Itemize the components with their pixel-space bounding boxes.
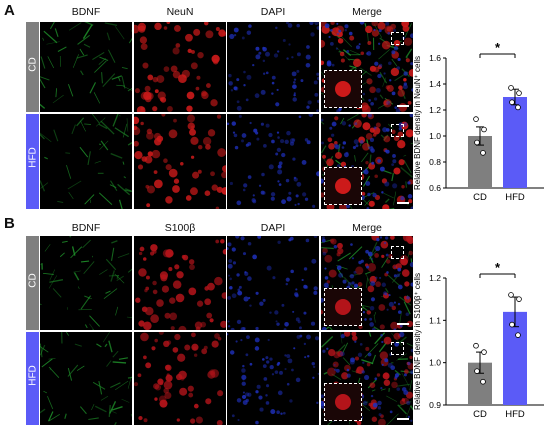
zoom-inset [324, 70, 362, 108]
row-label-cd-a: CD [27, 57, 39, 72]
row-label-cd-b: CD [27, 273, 39, 288]
data-point [516, 90, 522, 96]
row-label-hfd-a: HFD [27, 147, 39, 168]
column-header-bdnf: BDNF [71, 6, 101, 18]
data-point [474, 139, 480, 146]
y-tick-label: 1.2 [429, 105, 441, 115]
data-point [508, 292, 514, 298]
y-axis-label: Relative BDNF density in S100β⁺ cells [413, 273, 422, 410]
y-tick-label: 1.0 [429, 358, 441, 368]
row-label-hfd-b: HFD [27, 365, 39, 386]
column-header-merge: Merge [352, 6, 382, 18]
zoom-inset [324, 288, 362, 326]
y-axis-label: Relative BDNF density in NeuN⁺ cells [413, 56, 422, 190]
micrograph-b-cd-dapi [227, 236, 319, 330]
significance-star: * [495, 40, 501, 55]
data-point [481, 349, 487, 355]
micrograph-b-cd-ch2 [134, 236, 226, 330]
row-bar-cd-b [26, 236, 39, 330]
roi-box [391, 124, 404, 137]
column-header-merge-b: Merge [352, 222, 382, 234]
micrograph-a-hfd-merge [321, 114, 413, 209]
y-tick-label: 1.0 [429, 131, 441, 141]
y-tick-label: 0.8 [429, 157, 441, 167]
micrograph-b-hfd-ch2 [134, 332, 226, 425]
micrograph-a-hfd-dapi [227, 114, 319, 209]
x-tick-label: CD [473, 409, 487, 420]
data-point [515, 104, 521, 111]
significance-star: * [495, 260, 501, 275]
column-header-neun: NeuN [166, 6, 194, 18]
bar-hfd [503, 311, 527, 405]
micrograph-b-hfd-dapi [227, 332, 319, 425]
column-header-dapi-b: DAPI [260, 222, 286, 234]
column-header-dapi: DAPI [260, 6, 286, 18]
data-point [473, 342, 479, 349]
scale-bar [397, 202, 409, 204]
micrograph-b-hfd-bdnf [40, 332, 132, 425]
data-point [480, 150, 486, 156]
scale-bar [397, 323, 409, 325]
column-header-bdnf-b: BDNF [71, 222, 101, 234]
data-point [516, 296, 522, 302]
x-tick-label: CD [473, 192, 487, 203]
data-point [474, 368, 480, 374]
row-bar-hfd-b [26, 332, 39, 425]
data-point [508, 85, 514, 91]
y-tick-label: 1.1 [429, 315, 441, 325]
data-point [480, 378, 486, 385]
micrograph-a-hfd-bdnf [40, 114, 132, 209]
row-bar-hfd-a [26, 114, 39, 209]
micrograph-b-hfd-merge [321, 332, 413, 425]
y-tick-label: 1.6 [429, 53, 441, 63]
roi-box [391, 32, 404, 45]
column-header-s100b: S100β [164, 222, 196, 234]
y-tick-label: 0.9 [429, 400, 441, 410]
micrograph-a-cd-dapi [227, 22, 319, 112]
scale-bar [397, 105, 409, 107]
data-point [509, 321, 515, 328]
micrograph-a-cd-merge [321, 22, 413, 112]
micrograph-a-cd-ch2 [134, 22, 226, 112]
y-tick-label: 1.2 [429, 273, 441, 283]
bar-chart-neun: 0.6 0.8 1.0 1.2 1.4 1.6 Relative BDNF density … [413, 40, 544, 203]
micrograph-a-cd-bdnf [40, 22, 132, 112]
roi-box [391, 342, 404, 355]
data-point [509, 99, 515, 105]
panel-letter-a: A [4, 2, 15, 19]
bar-hfd [503, 97, 527, 188]
bar-chart-s100b: 0.9 1.0 1.1 1.2 Relative BDNF density in S10… [413, 260, 544, 420]
micrograph-b-cd-bdnf [40, 236, 132, 330]
y-tick-label: 0.6 [429, 183, 441, 193]
panel-letter-b: B [4, 215, 15, 232]
micrograph-b-cd-merge [321, 236, 413, 330]
zoom-inset [324, 167, 362, 205]
data-point [473, 116, 479, 122]
data-point [481, 126, 487, 133]
data-point [515, 332, 521, 338]
x-tick-label: HFD [505, 409, 525, 420]
x-tick-label: HFD [505, 192, 525, 203]
row-bar-cd-a [26, 22, 39, 112]
roi-box [391, 246, 404, 259]
micrograph-a-hfd-ch2 [134, 114, 226, 209]
scale-bar [397, 418, 409, 420]
y-tick-label: 1.4 [429, 79, 441, 89]
zoom-inset [324, 383, 362, 421]
